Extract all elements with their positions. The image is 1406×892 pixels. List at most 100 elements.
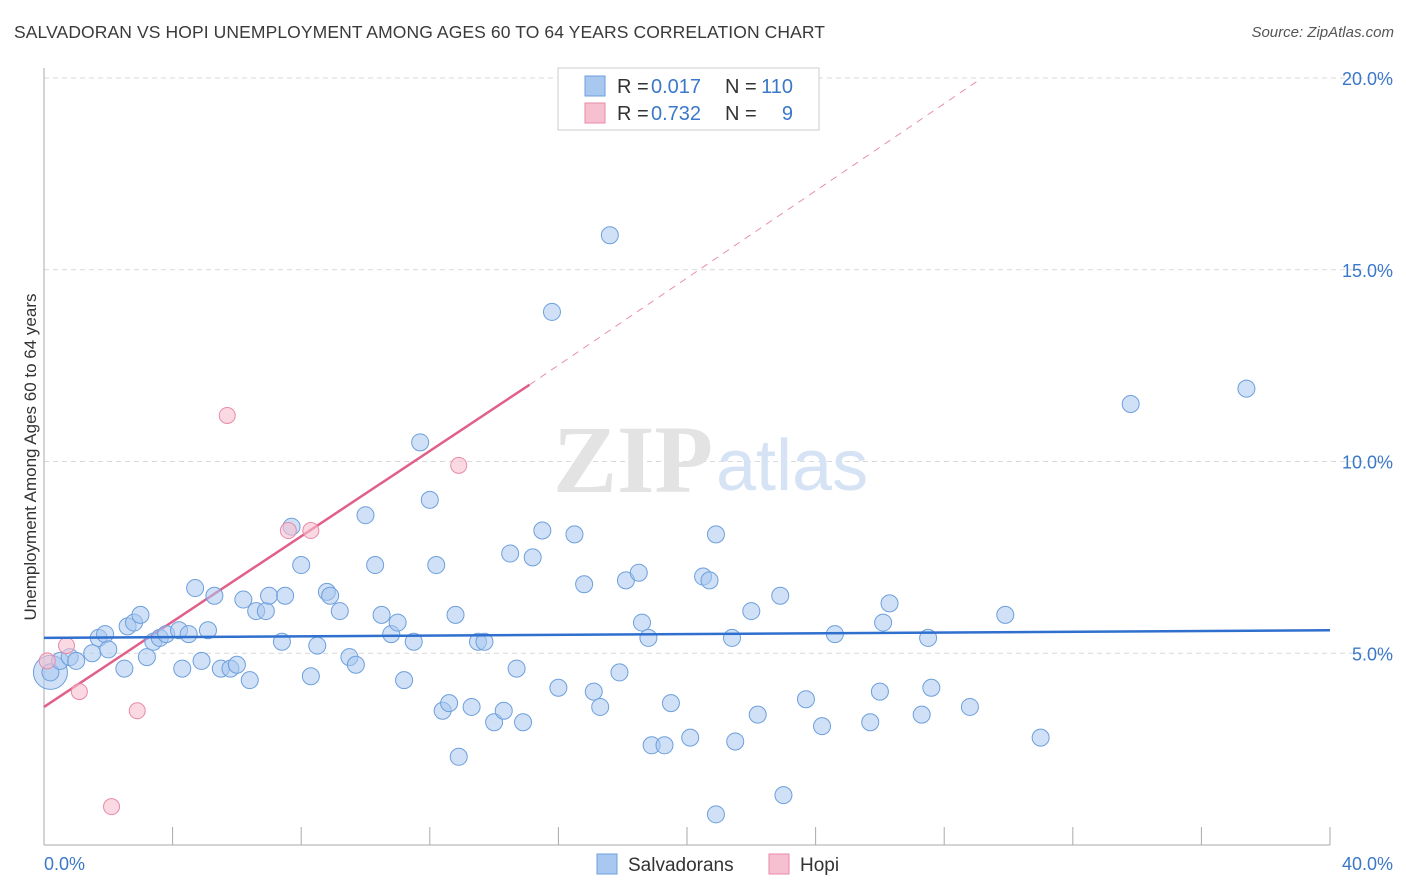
- salvadoran-point: [774, 786, 793, 805]
- legend-salvadoran-n-value: 110: [761, 76, 793, 98]
- salvadoran-point: [96, 625, 115, 644]
- chart-source: Source: ZipAtlas.com: [1251, 24, 1394, 41]
- gridlines: [44, 77, 1393, 654]
- salvadoran-point: [610, 663, 629, 682]
- salvadoran-point: [912, 705, 931, 724]
- salvadoran-point: [411, 433, 430, 452]
- legend-bottom-hopi-label: Hopi: [800, 855, 839, 876]
- salvadoran-point: [771, 586, 790, 605]
- salvadoran-point: [565, 525, 584, 544]
- salvadoran-point: [960, 697, 979, 716]
- salvadoran-point: [260, 586, 279, 605]
- salvadoran-point: [575, 575, 594, 594]
- salvadoran-point: [198, 621, 217, 640]
- watermark-zip: ZIP: [553, 406, 713, 513]
- salvadoran-point: [549, 678, 568, 697]
- legend-salvadoran-swatch: [584, 75, 606, 97]
- salvadoran-point: [99, 640, 118, 659]
- salvadoran-point: [632, 613, 651, 632]
- hopi-point: [279, 522, 297, 540]
- legend-hopi-swatch: [584, 102, 606, 124]
- salvadoran-point: [420, 490, 439, 509]
- salvadoran-point: [427, 556, 446, 575]
- watermark-atlas: atlas: [716, 426, 868, 506]
- hopi-trend-line: [43, 383, 531, 708]
- salvadoran-trend-line: [43, 628, 1331, 640]
- salvadoran-point: [372, 605, 391, 624]
- salvadoran-point: [321, 586, 340, 605]
- salvadoran-point: [880, 594, 899, 613]
- salvadoran-point: [301, 667, 320, 686]
- hopi-point: [58, 637, 76, 655]
- salvadoran-point: [67, 651, 86, 670]
- salvadoran-point: [192, 651, 211, 670]
- salvadoran-point: [591, 697, 610, 716]
- legend-bottom: Salvadorans Hopi: [596, 853, 839, 876]
- salvadoran-point: [600, 226, 619, 245]
- legend-bottom-salvadoran-label: Salvadorans: [628, 855, 734, 876]
- salvadoran-point: [996, 605, 1015, 624]
- hopi-point: [450, 456, 468, 474]
- legend-salvadoran-r-value: 0.017: [651, 76, 701, 98]
- y-axis-label: Unemployment Among Ages 60 to 64 years: [21, 294, 40, 621]
- y-tick-labels: 5.0% 10.0% 15.0% 20.0%: [1342, 69, 1393, 664]
- salvadoran-point: [639, 628, 658, 647]
- legend-bottom-salvadoran-swatch: [596, 853, 618, 875]
- legend-hopi-n-label: N =: [725, 103, 757, 125]
- hopi-point: [103, 798, 121, 816]
- salvadoran-point: [404, 632, 423, 651]
- salvadoran-point: [240, 671, 259, 690]
- salvadoran-point: [796, 690, 815, 709]
- hopi-point: [38, 652, 56, 670]
- salvadoran-point: [655, 736, 674, 755]
- salvadoran-point: [514, 713, 533, 732]
- salvadoran-point: [346, 655, 365, 674]
- salvadoran-point: [501, 544, 520, 563]
- salvadoran-point: [494, 701, 513, 720]
- hopi-point: [128, 702, 146, 720]
- salvadoran-point: [292, 556, 311, 575]
- legend-salvadoran-r-label: R =: [617, 76, 649, 98]
- trend-lines: [43, 81, 977, 708]
- salvadoran-point: [186, 579, 205, 598]
- axes: [43, 68, 1331, 846]
- salvadoran-point: [870, 682, 889, 701]
- salvadoran-point: [1237, 379, 1256, 398]
- salvadoran-point: [475, 632, 494, 651]
- salvadoran-point: [706, 805, 725, 824]
- salvadoran-point: [706, 525, 725, 544]
- salvadoran-point: [83, 644, 102, 663]
- salvadoran-point: [256, 602, 275, 621]
- salvadoran-point: [276, 586, 295, 605]
- salvadoran-point: [446, 605, 465, 624]
- salvadoran-point: [542, 302, 561, 321]
- salvadoran-point: [523, 548, 542, 567]
- salvadoran-point: [330, 602, 349, 621]
- salvadoran-point: [131, 605, 150, 624]
- salvadoran-point: [366, 556, 385, 575]
- legend-hopi-n-value: 9: [782, 103, 793, 125]
- salvadoran-point: [584, 682, 603, 701]
- salvadoran-point: [485, 713, 504, 732]
- salvadoran-point: [227, 655, 246, 674]
- salvadoran-point: [1121, 394, 1140, 413]
- salvadoran-point: [115, 659, 134, 678]
- y-tick-label: 20.0%: [1342, 69, 1393, 89]
- legend-top: R = 0.017 N = 110 R = 0.732 N = 9: [557, 67, 820, 131]
- salvadoran-point: [861, 713, 880, 732]
- salvadoran-point: [681, 728, 700, 747]
- salvadoran-point: [813, 717, 832, 736]
- hopi-point: [302, 522, 320, 540]
- legend-salvadoran-n-label: N =: [725, 76, 757, 98]
- chart-title: SALVADORAN VS HOPI UNEMPLOYMENT AMONG AG…: [14, 22, 826, 42]
- y-tick-label: 5.0%: [1352, 644, 1393, 664]
- salvadoran-point: [449, 747, 468, 766]
- salvadoran-point: [742, 602, 761, 621]
- salvadoran-point: [234, 590, 253, 609]
- watermark: ZIP atlas: [553, 406, 868, 513]
- legend-bottom-hopi-swatch: [768, 853, 790, 875]
- legend-hopi-r-value: 0.732: [651, 103, 701, 125]
- salvadoran-point: [661, 694, 680, 713]
- salvadoran-point: [308, 636, 327, 655]
